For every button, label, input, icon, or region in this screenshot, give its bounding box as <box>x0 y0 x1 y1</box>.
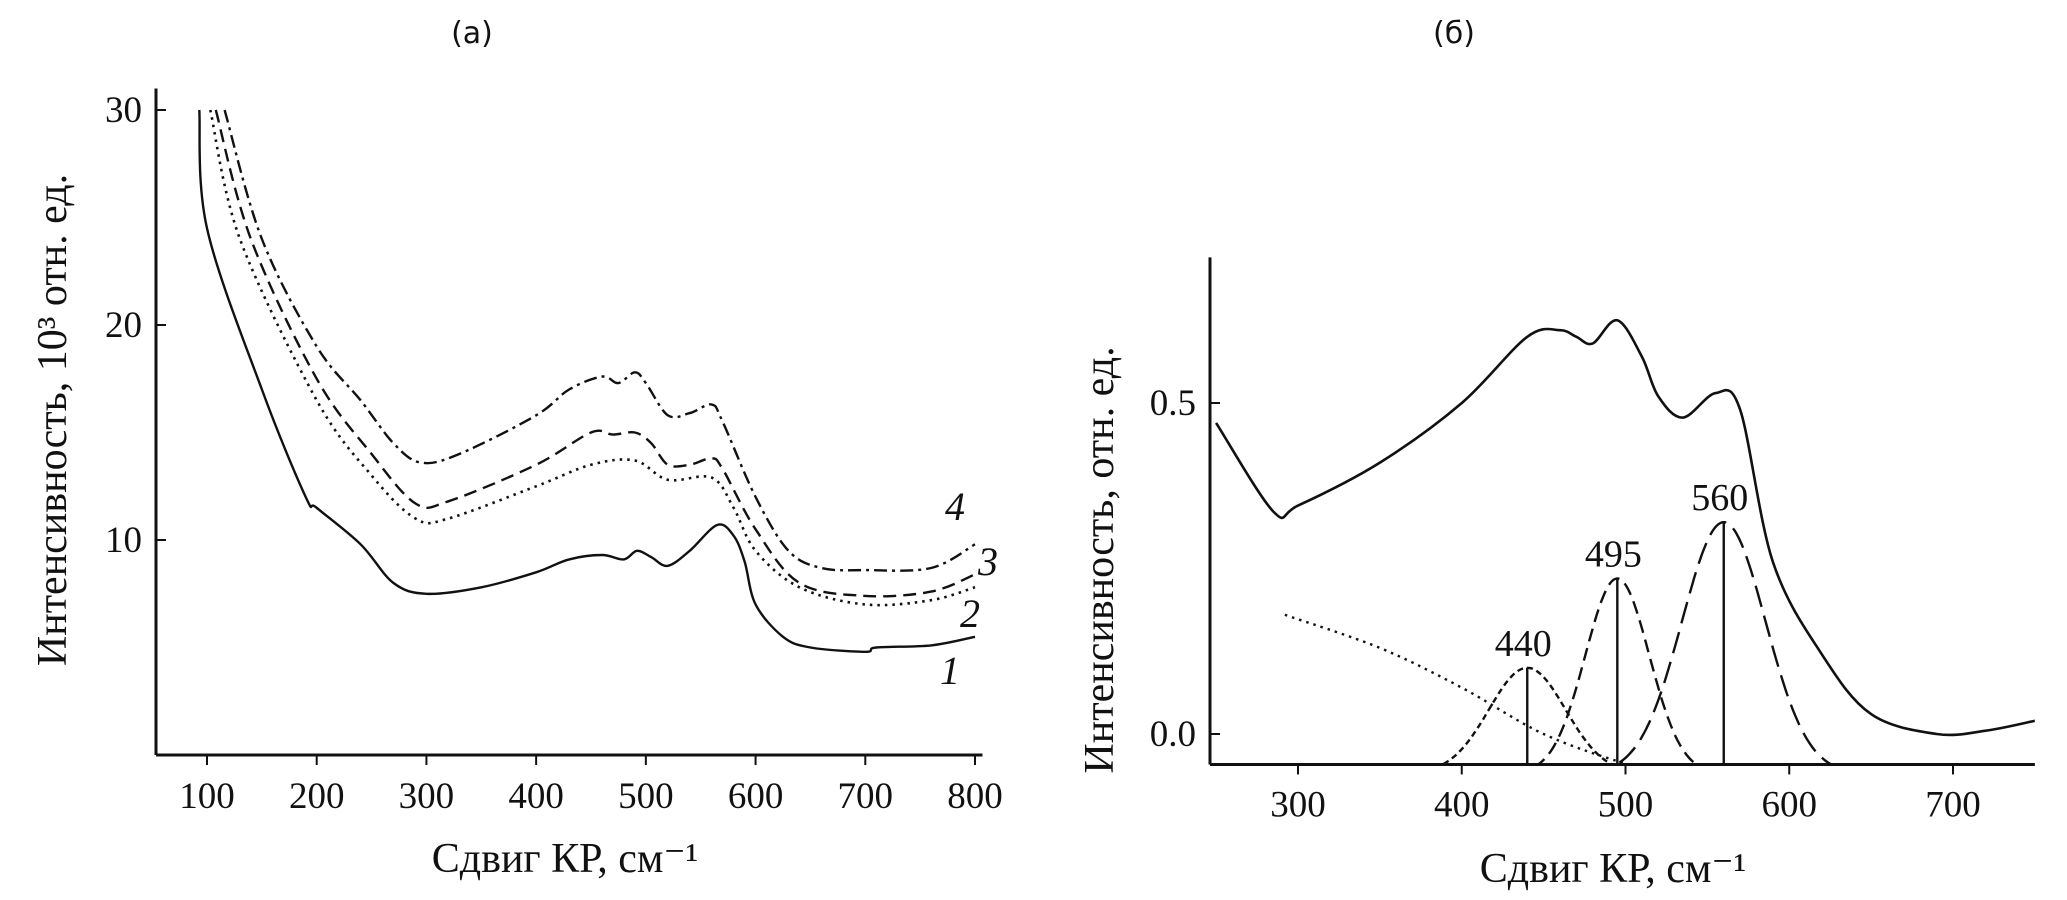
panel-a-x-axis-label: Сдвиг КР, см⁻¹ <box>432 836 699 882</box>
panel-a-x-tick-label: 300 <box>399 776 455 817</box>
panel-b-peak-440 <box>1439 666 1615 765</box>
panel-b-x-tick-label: 700 <box>1925 784 1981 825</box>
panel-a-y-tick-label: 30 <box>105 90 142 131</box>
panel-b-y-tick-label: 0.5 <box>1150 383 1196 424</box>
panel-b-x-tick-label: 300 <box>1270 784 1326 825</box>
panel-b-title: (б) <box>1433 16 1475 51</box>
panel-a-series-label-3: 3 <box>977 539 998 584</box>
panel-a-x-tick-label: 500 <box>618 776 674 817</box>
panel-a-series-3 <box>214 109 976 598</box>
panel-b-x-axis-label: Сдвиг КР, см⁻¹ <box>1480 846 1747 892</box>
panel-a-y-tick-label: 10 <box>105 520 142 561</box>
panel-a-x-tick-label: 200 <box>289 776 345 817</box>
panel-b-x-tick-label: 400 <box>1434 784 1490 825</box>
panel-b-spectrum <box>1215 318 2035 737</box>
panel-b-x-tick-label: 600 <box>1762 784 1818 825</box>
panel-b-peak-label-560: 560 <box>1691 477 1748 519</box>
panel-a-series-label-2: 2 <box>960 591 980 636</box>
panel-a-x-tick-label: 800 <box>947 776 1003 817</box>
panel-a-x-tick-label: 400 <box>508 776 564 817</box>
panel-b-peak-label-495: 495 <box>1585 533 1642 575</box>
panel-b-y-tick-label: 0.0 <box>1150 714 1196 755</box>
panel-b-x-tick-label: 500 <box>1598 784 1654 825</box>
panel-b-background <box>1284 613 1632 765</box>
panel-a-x-tick-label: 100 <box>179 776 235 817</box>
panel-b: (б) 300 400 500 600 700 0.0 0.5 440 495 560 Сдвиг… <box>1077 16 2035 892</box>
panel-a-y-axis-label: Интенсивность, 10³ отн. ед. <box>30 174 76 666</box>
panel-a-title: (a) <box>451 16 493 51</box>
panel-a-x-tick-label: 600 <box>728 776 784 817</box>
panel-a-series-label-4: 4 <box>945 484 965 529</box>
panel-a-x-tick-label: 700 <box>838 776 894 817</box>
panel-a-series-4 <box>223 109 976 572</box>
panel-a: (a) 100 200 300 400 500 600 700 800 10 20 30 12 34 С… <box>30 16 1003 882</box>
panel-a-series-label-1: 1 <box>940 648 960 693</box>
panel-b-y-axis-label: Интенсивность, отн. ед. <box>1077 346 1123 773</box>
panel-b-peak-label-440: 440 <box>1495 623 1552 665</box>
panel-a-y-tick-label: 20 <box>105 305 142 346</box>
panel-a-series-1 <box>198 109 976 654</box>
